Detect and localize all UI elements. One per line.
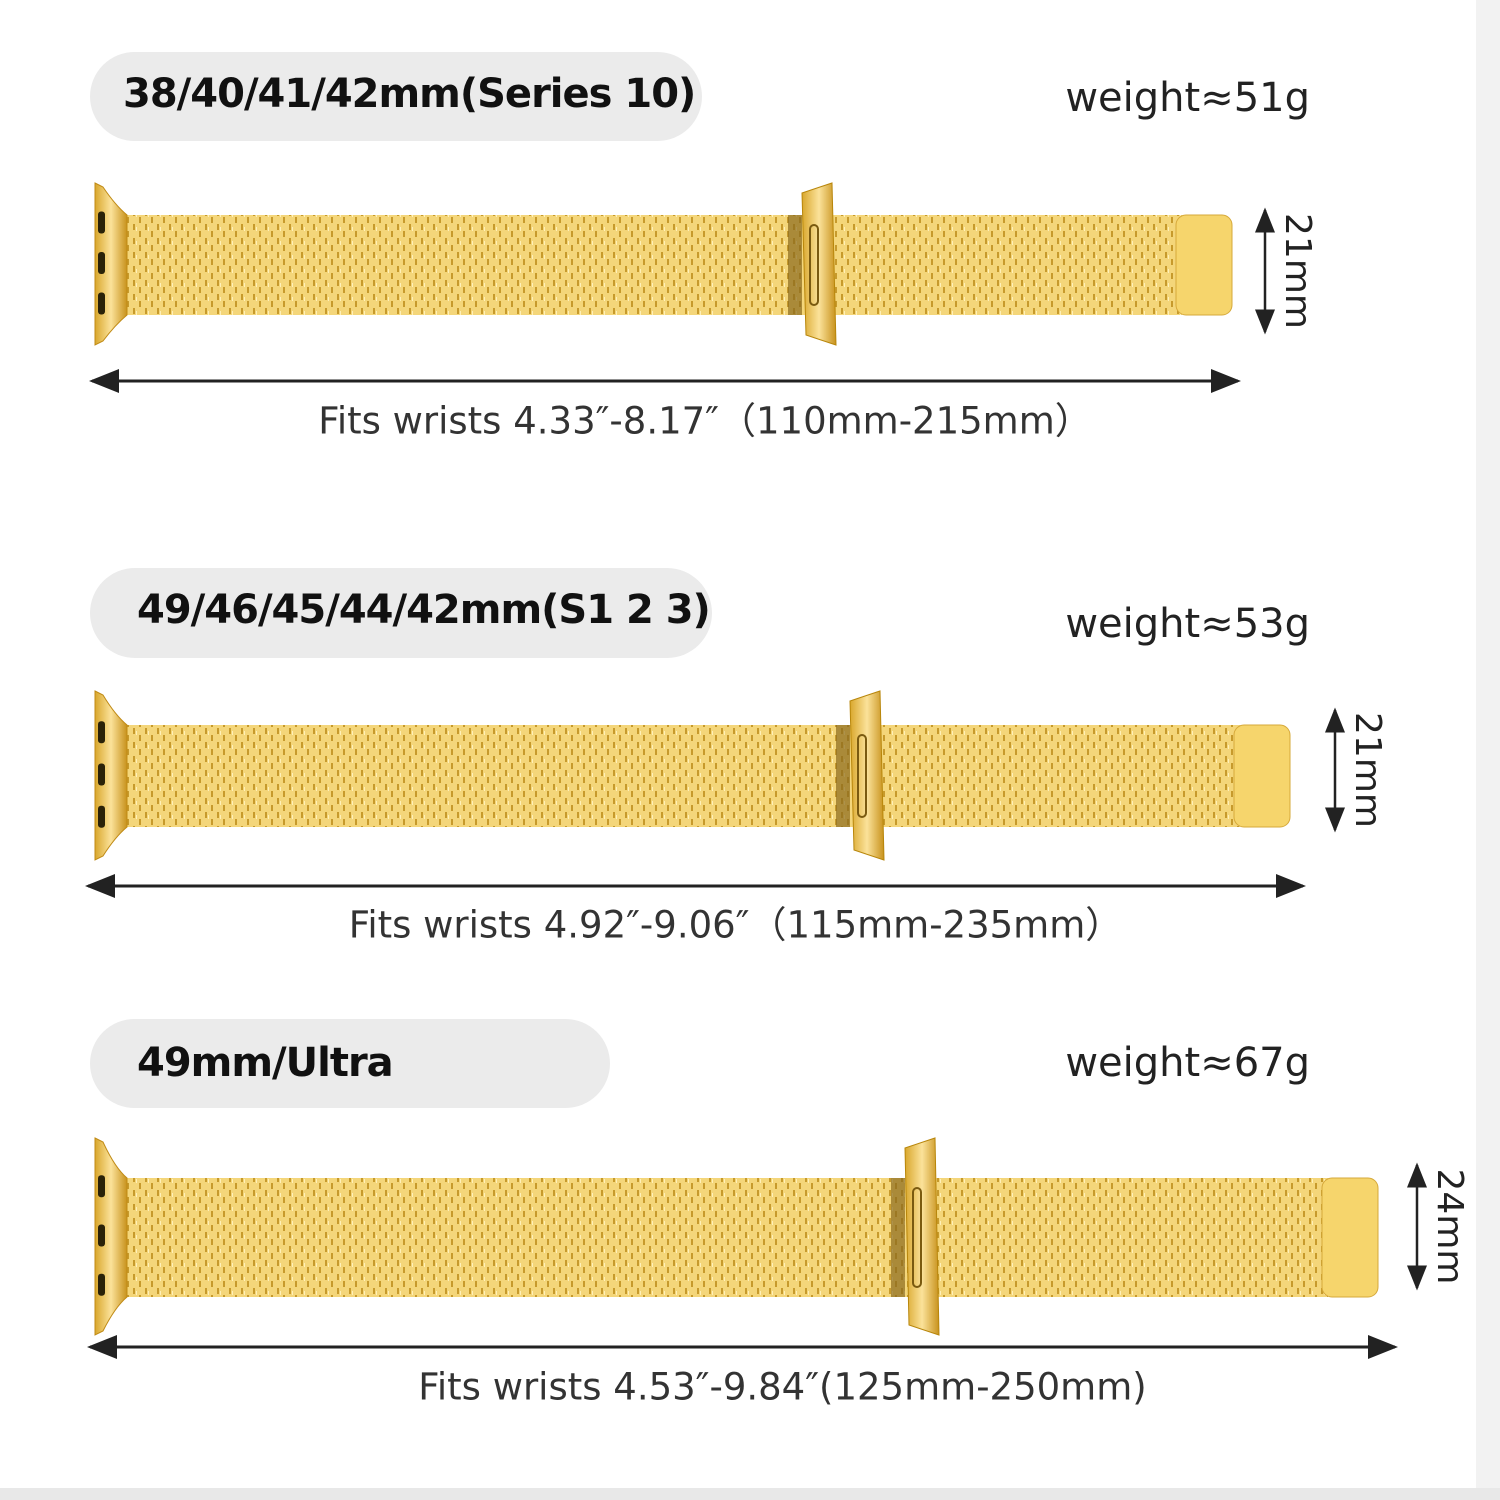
width-label: 21mm [1347, 712, 1388, 828]
lug-slot [98, 763, 105, 786]
band-end [1321, 1177, 1379, 1298]
lug-slot [98, 292, 105, 315]
edge [0, 1488, 1500, 1500]
band-mesh [125, 725, 1240, 827]
lug-slot [98, 1224, 105, 1247]
size-pill [90, 1019, 610, 1108]
size-label: 49/46/45/44/42mm(S1 2 3) [137, 587, 710, 633]
fit-label: Fits wrists 4.92″-9.06″（115mm-235mm） [349, 904, 1123, 947]
lug-slot [98, 1175, 105, 1198]
fit-label: Fits wrists 4.53″-9.84″(125mm-250mm) [418, 1366, 1146, 1409]
connector-slot [857, 734, 867, 818]
width-label: 21mm [1277, 213, 1318, 329]
band-mesh [125, 215, 1182, 315]
connector-shadow [788, 215, 802, 315]
weight-label: weight≈53g [1065, 601, 1310, 647]
weight-label: weight≈67g [1065, 1040, 1310, 1086]
edge [1476, 0, 1500, 1500]
connector-shadow [891, 1178, 905, 1297]
lug-slot [98, 721, 105, 744]
weight-label: weight≈51g [1065, 75, 1310, 121]
lug-slot [98, 1273, 105, 1296]
size-section: 49/46/45/44/42mm(S1 2 3) weight≈53g 21mm Fi… [85, 568, 1388, 947]
connector-slot [912, 1187, 922, 1288]
size-pill [90, 568, 712, 658]
band-end [1175, 214, 1233, 316]
lug-slot [98, 805, 105, 828]
connector-slot [809, 224, 819, 306]
width-label: 24mm [1429, 1169, 1470, 1285]
band-mesh [125, 1178, 1328, 1297]
connector-shadow [836, 725, 850, 827]
fit-label: Fits wrists 4.33″-8.17″（110mm-215mm） [318, 400, 1092, 443]
size-section: 38/40/41/42mm(Series 10) weight≈51g 21mm Fi… [89, 52, 1318, 443]
lug-slot [98, 211, 105, 234]
size-label: 38/40/41/42mm(Series 10) [123, 71, 695, 117]
lug-slot [98, 252, 105, 274]
band-end [1233, 724, 1291, 828]
size-section: 49mm/Ultra weight≈67g 24mm Fits wrists 4.53… [87, 1019, 1470, 1409]
size-label: 49mm/Ultra [137, 1040, 393, 1086]
size-pill [90, 52, 702, 141]
